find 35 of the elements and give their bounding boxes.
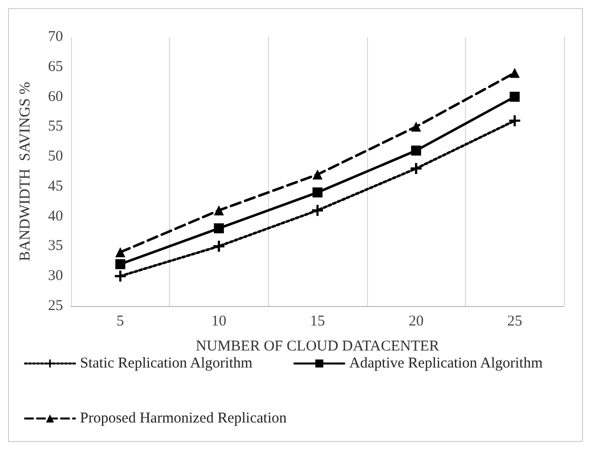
point [312, 204, 323, 216]
x-tick-label: 10 [211, 314, 226, 330]
y-tick-label: 25 [48, 298, 63, 314]
point [115, 247, 126, 258]
legend-label: Proposed Harmonized Replication [80, 410, 288, 426]
y-tick-label: 30 [48, 268, 63, 284]
point [411, 146, 422, 156]
point [312, 187, 322, 198]
x-tick-label: 25 [507, 314, 522, 330]
x-tick-label: 20 [408, 314, 424, 330]
legend-label: Adaptive Replication Algorithm [349, 356, 543, 372]
x-axis-title: NUMBER OF CLOUD DATACENTER [196, 338, 440, 354]
y-tick-label: 45 [48, 178, 63, 194]
y-tick-label: 70 [48, 29, 63, 45]
point [214, 205, 224, 216]
x-tick-label: 15 [310, 314, 325, 330]
point [510, 92, 520, 102]
y-tick-label: 65 [48, 58, 63, 75]
point [213, 240, 224, 252]
point [114, 270, 126, 282]
y-tick-label: 60 [48, 88, 63, 105]
point [115, 259, 126, 270]
point [312, 169, 322, 180]
y-tick-label: 35 [48, 238, 63, 254]
point [509, 115, 520, 126]
point [411, 122, 422, 132]
y-tick-label: 50 [48, 148, 63, 165]
point [510, 68, 520, 78]
legend-label: Static Replication Algorithm [80, 356, 253, 372]
point [410, 163, 422, 174]
y-tick-label: 40 [48, 208, 63, 224]
point [214, 223, 224, 234]
x-tick-label: 5 [116, 314, 124, 330]
y-axis-title: BANDWIDTH SAVINGS % [18, 82, 34, 262]
y-tick-label: 55 [48, 118, 63, 135]
